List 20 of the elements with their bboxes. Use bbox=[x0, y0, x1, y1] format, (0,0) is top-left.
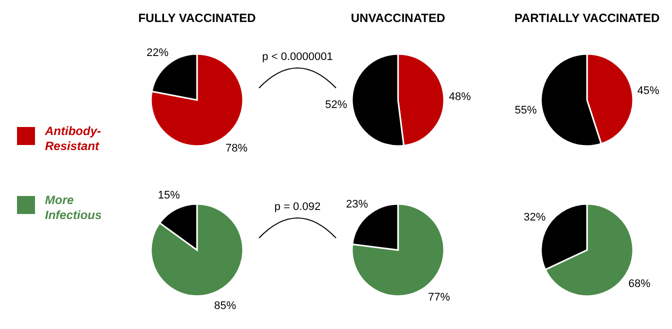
data-label: 85% bbox=[214, 300, 236, 312]
chart-title: PARTIALLY VACCINATED bbox=[514, 11, 660, 25]
data-label: 55% bbox=[514, 104, 537, 117]
data-label: 15% bbox=[158, 190, 180, 202]
legend-label: Antibody-Resistant bbox=[44, 124, 101, 153]
text: p = 0.092 bbox=[274, 201, 321, 213]
text: p < 0.0000001 bbox=[262, 51, 333, 63]
chart-title: UNVACCINATED bbox=[350, 11, 446, 25]
data-label: 32% bbox=[524, 212, 546, 224]
data-label: 78% bbox=[226, 142, 248, 155]
data-label: 22% bbox=[146, 47, 169, 60]
data-label: 77% bbox=[428, 291, 450, 304]
chart-title: FULLY VACCINATED bbox=[138, 11, 256, 25]
data-label: 45% bbox=[637, 85, 660, 98]
data-label: 23% bbox=[346, 198, 368, 210]
data-label: 68% bbox=[628, 278, 651, 290]
data-label: 48% bbox=[448, 90, 472, 103]
data-label: 52% bbox=[325, 98, 348, 111]
legend-label: More Infectious bbox=[45, 193, 102, 222]
pie-slice bbox=[150, 203, 244, 297]
